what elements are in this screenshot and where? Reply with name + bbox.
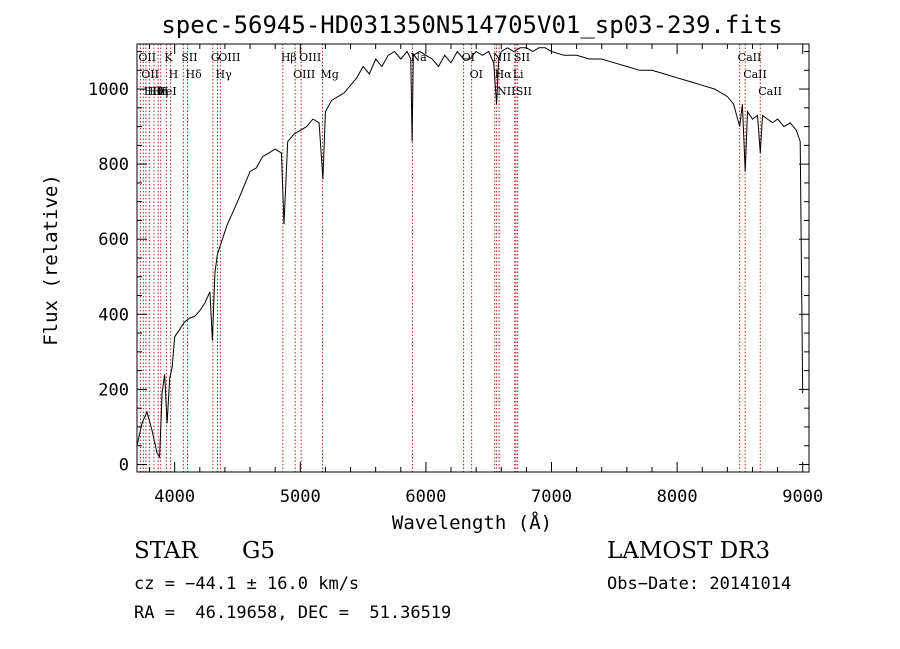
spectral-line-markers <box>139 44 761 472</box>
line-marker-label: CaII <box>738 51 762 64</box>
line-marker-label: OII <box>138 51 156 64</box>
line-marker-label: OIII <box>299 51 321 64</box>
line-marker-label: H <box>159 85 169 98</box>
y-tick-label: 0 <box>119 455 129 475</box>
y-tick-label: 800 <box>98 155 129 175</box>
y-tick-label: 600 <box>98 230 129 250</box>
x-tick-label: 4000 <box>154 487 195 507</box>
line-marker-label: SII <box>514 51 530 64</box>
x-axis-label: Wavelength (Å) <box>392 511 552 534</box>
spectral-subclass: G5 <box>242 538 276 564</box>
line-marker-label: Hα <box>495 68 513 81</box>
x-tick-label: 6000 <box>405 487 446 507</box>
line-marker-label: NII <box>493 51 511 64</box>
redshift-velocity: cz = −44.1 ± 16.0 km/s <box>134 574 360 594</box>
line-marker-label: Hβ <box>281 51 297 64</box>
survey-name: LAMOST DR3 <box>607 538 771 564</box>
x-axis-ticks: 4000 5000 6000 7000 8000 9000 <box>149 44 823 507</box>
sky-coordinates: RA = 46.19658, DEC = 51.36519 <box>134 603 452 623</box>
line-marker-label: OIII <box>293 68 315 81</box>
line-marker-label: NII <box>497 85 515 98</box>
y-axis-label: Flux (relative) <box>40 174 62 346</box>
line-marker-label: OI <box>462 51 475 64</box>
spectral-class: STAR <box>134 538 198 564</box>
x-tick-label: 9000 <box>782 487 823 507</box>
line-marker-label: SII <box>516 85 532 98</box>
line-marker-label: G <box>211 51 220 64</box>
line-marker-label: Hθ <box>144 85 161 98</box>
observation-date: Obs−Date: 20141014 <box>607 574 792 594</box>
line-marker-label: CaII <box>758 85 782 98</box>
line-marker-label: Hθ <box>147 85 164 98</box>
line-marker-label: K <box>164 51 173 64</box>
line-marker-label: CaII <box>743 68 767 81</box>
line-marker-label: Hγ <box>216 68 233 81</box>
y-tick-label: 200 <box>98 380 129 400</box>
spectrum-series-line <box>136 47 804 459</box>
y-axis-ticks: 0 200 400 600 800 1000 <box>88 51 809 475</box>
line-marker-label: OII <box>141 68 159 81</box>
line-marker-label: SII <box>181 51 197 64</box>
line-marker-label: H <box>169 68 179 81</box>
line-marker-label: Li <box>513 68 524 81</box>
y-tick-label: 400 <box>98 305 129 325</box>
x-tick-label: 5000 <box>280 487 321 507</box>
x-tick-label: 8000 <box>657 487 698 507</box>
y-tick-label: 1000 <box>88 80 129 100</box>
line-marker-label: HeI <box>156 85 176 98</box>
plot-frame <box>136 43 810 473</box>
line-marker-label: Hη <box>152 85 168 98</box>
line-marker-label: Hδ <box>185 68 202 81</box>
line-marker-label: OI <box>470 68 483 81</box>
line-marker-label: Mg <box>321 68 339 81</box>
x-tick-label: 7000 <box>531 487 572 507</box>
chart-title: spec-56945-HD031350N514705V01_sp03-239.f… <box>161 11 782 39</box>
line-marker-label: OIII <box>218 51 240 64</box>
